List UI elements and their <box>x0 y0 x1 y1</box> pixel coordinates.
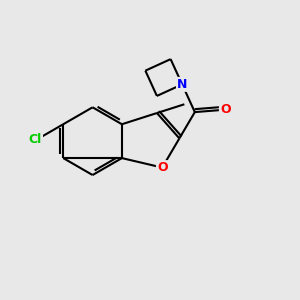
Text: O: O <box>157 161 167 174</box>
Text: O: O <box>220 103 230 116</box>
Text: N: N <box>177 78 187 91</box>
Text: Cl: Cl <box>29 133 42 146</box>
